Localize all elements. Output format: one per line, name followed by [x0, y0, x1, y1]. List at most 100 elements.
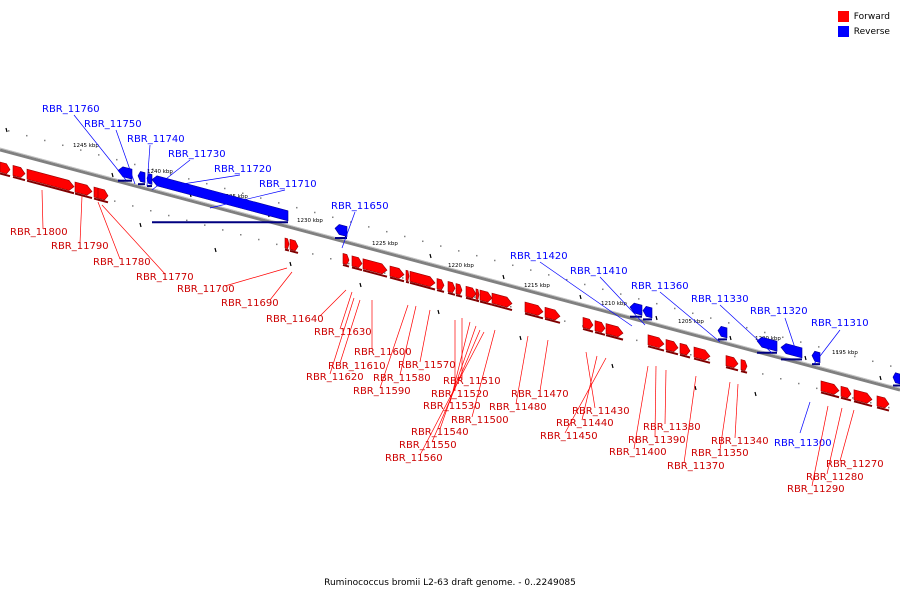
scale-dot	[690, 354, 692, 356]
scale-dot	[762, 373, 764, 375]
reverse-gene-label: RBR_11760	[42, 104, 100, 115]
forward-gene-label: RBR_11600	[354, 347, 412, 358]
forward-label-leader	[734, 383, 739, 439]
forward-gene-arrow	[389, 265, 405, 283]
scale-dot	[384, 272, 386, 274]
major-tick	[437, 309, 440, 315]
forward-gene-arrow	[455, 283, 463, 298]
forward-gene-label: RBR_11620	[306, 372, 364, 383]
forward-gene-label: RBR_11520	[431, 389, 489, 400]
scale-dot	[168, 214, 170, 217]
forward-label-leader	[471, 329, 496, 418]
scale-label: 1195 kbp	[832, 350, 858, 356]
scale-dot	[494, 259, 496, 262]
forward-gene-arrow	[725, 355, 739, 372]
scale-label: 1220 kbp	[448, 263, 474, 269]
forward-gene-arrow	[97, 187, 109, 204]
scale-dot	[692, 312, 694, 315]
scale-dot	[114, 200, 116, 202]
scale-label: 1210 kbp	[601, 301, 627, 307]
reverse-label-leader	[599, 276, 646, 326]
scale-dot	[674, 307, 676, 310]
scale-dot	[188, 178, 190, 180]
scale-dot	[620, 293, 622, 295]
reverse-gene-label: RBR_11310	[811, 318, 869, 329]
scale-dot	[816, 387, 818, 390]
forward-gene-label: RBR_11610	[328, 361, 386, 372]
forward-label-leader	[719, 381, 731, 451]
scale-dot	[62, 144, 64, 147]
scale-dot	[332, 216, 334, 219]
forward-gene-arrow	[479, 289, 493, 306]
scale-dot	[728, 322, 730, 324]
forward-gene-label: RBR_11700	[177, 284, 235, 295]
scale-dot	[278, 202, 280, 204]
reverse-gene-arrow	[629, 302, 643, 318]
forward-gene-arrow	[594, 320, 606, 336]
forward-gene-arrow	[284, 237, 290, 252]
reverse-gene-label: RBR_11300	[774, 438, 832, 449]
major-tick	[502, 274, 505, 280]
forward-gene-label: RBR_11510	[443, 376, 501, 387]
scale-dot	[150, 210, 152, 212]
scale-dot	[566, 278, 568, 281]
reverse-gene-label: RBR_11330	[691, 294, 749, 305]
scale-dot	[44, 139, 46, 142]
forward-label-leader	[97, 201, 121, 260]
reverse-gene-arrow	[146, 173, 153, 188]
forward-gene-label: RBR_11560	[385, 453, 443, 464]
forward-gene-label: RBR_11270	[826, 459, 884, 470]
forward-gene-label: RBR_11350	[691, 448, 749, 459]
map-caption: Ruminococcus bromii L2-63 draft genome. …	[324, 578, 576, 588]
scale-dot	[530, 269, 532, 271]
forward-gene-arrow	[820, 380, 840, 399]
forward-gene-arrow	[351, 255, 363, 271]
reverse-gene-arrow	[151, 175, 289, 224]
scale-dot	[314, 211, 316, 214]
forward-gene-label: RBR_11430	[572, 406, 630, 417]
forward-gene-arrow	[342, 253, 350, 268]
major-tick	[804, 355, 807, 361]
forward-gene-label: RBR_11580	[373, 373, 431, 384]
forward-label-leader	[449, 321, 471, 404]
reverse-gene-label: RBR_11740	[127, 134, 185, 145]
forward-gene-label: RBR_11640	[266, 314, 324, 325]
scale-dot	[476, 254, 478, 257]
scale-dot	[872, 360, 874, 363]
major-tick	[655, 315, 658, 321]
forward-gene-arrow	[876, 395, 890, 412]
reverse-gene-arrow	[334, 224, 348, 240]
scale-dot	[474, 296, 476, 298]
reverse-gene-arrow	[756, 336, 778, 354]
scale-dot	[798, 382, 800, 385]
forward-gene-arrow	[436, 278, 445, 293]
scale-dot	[710, 317, 712, 319]
scale-dot	[584, 283, 586, 286]
forward-label-leader	[839, 409, 855, 462]
forward-gene-label: RBR_11770	[136, 272, 194, 283]
reverse-label-leader	[341, 211, 356, 249]
major-tick	[879, 375, 882, 381]
forward-gene-label: RBR_11470	[511, 389, 569, 400]
forward-gene-arrow	[853, 389, 873, 407]
scale-dot	[186, 219, 188, 222]
scale-dot	[224, 187, 226, 190]
forward-label-leader	[41, 189, 44, 230]
reverse-label-leader	[209, 189, 286, 209]
forward-gene-arrow	[447, 281, 456, 296]
reverse-label-leader	[659, 291, 721, 343]
scale-dot	[276, 243, 278, 246]
forward-label-leader	[419, 309, 431, 363]
scale-dot	[80, 149, 82, 151]
reverse-label-leader	[146, 144, 151, 187]
forward-gene-label: RBR_11780	[93, 257, 151, 268]
forward-gene-label: RBR_11530	[423, 401, 481, 412]
forward-label-leader	[419, 331, 485, 456]
scale-dot	[510, 306, 512, 308]
forward-gene-arrow	[582, 317, 594, 333]
scale-dot	[800, 341, 802, 343]
forward-gene-arrow	[289, 238, 299, 254]
forward-gene-arrow	[679, 342, 691, 359]
forward-label-leader	[811, 405, 829, 487]
